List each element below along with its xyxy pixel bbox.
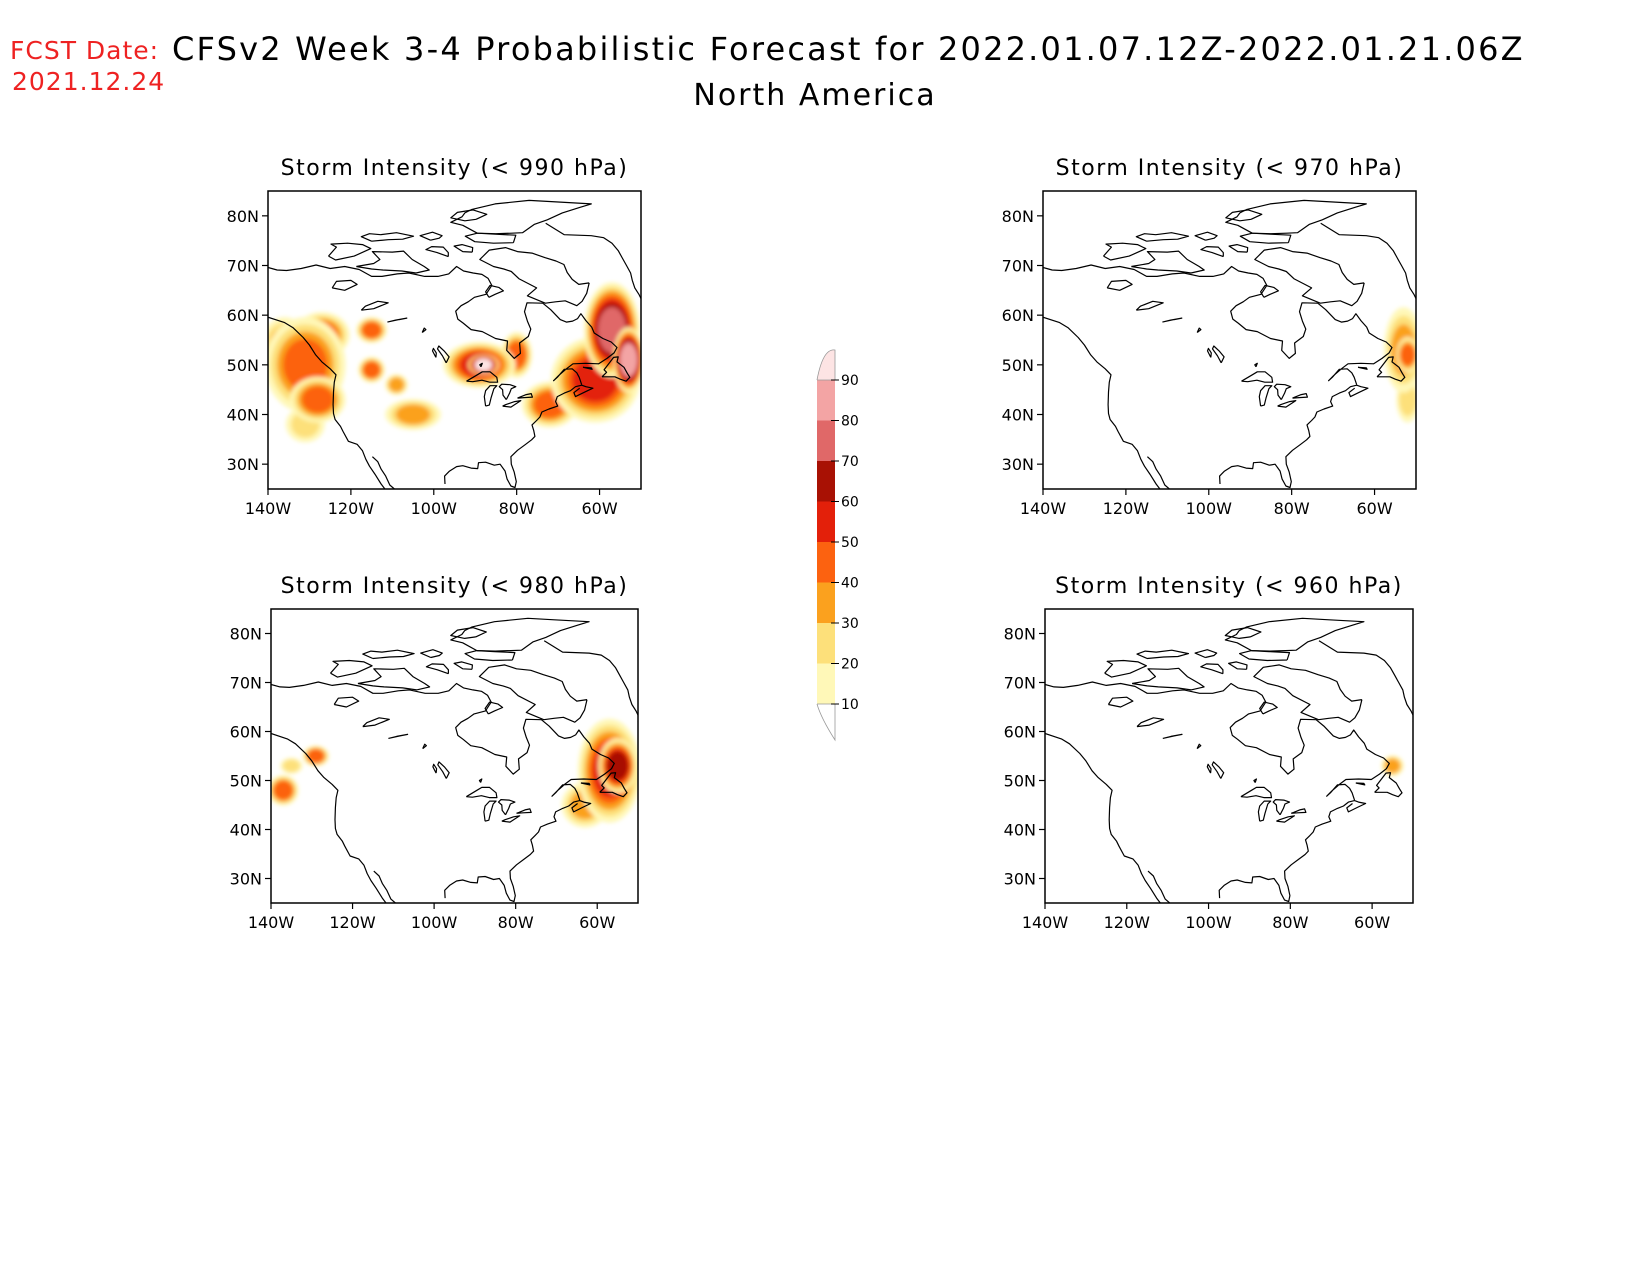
forecast-date-value: 2021.12.24 — [12, 67, 166, 96]
y-tick-label: 60N — [230, 723, 262, 742]
y-tick-label: 50N — [230, 772, 262, 791]
colorbar-label: 90 — [841, 373, 859, 389]
colorbar-label: 80 — [841, 414, 859, 430]
map-panel: Storm Intensity (< 970 hPa) 140W 120W 100W 8… — [1002, 156, 1417, 518]
colorbar-legend: 10 20 30 40 50 60 70 80 90 — [816, 349, 859, 742]
colorbar-segment — [817, 461, 835, 502]
x-tick-label: 140W — [1022, 913, 1069, 932]
y-tick-label: 60N — [227, 306, 259, 325]
page-title: CFSv2 Week 3-4 Probabilistic Forecast fo… — [172, 30, 1525, 68]
colorbar-label: 50 — [841, 535, 859, 551]
region-subtitle: North America — [693, 78, 937, 113]
probability-shade — [620, 344, 637, 376]
x-tick-label: 80W — [1274, 499, 1310, 518]
x-tick-label: 140W — [248, 913, 295, 932]
probability-shade — [362, 321, 381, 339]
y-tick-label: 80N — [1002, 207, 1034, 226]
probability-shade — [475, 358, 492, 371]
y-tick-label: 50N — [227, 356, 259, 375]
x-tick-label: 120W — [329, 913, 376, 932]
map-frame — [1044, 608, 1414, 904]
x-tick-label: 60W — [1354, 913, 1390, 932]
y-tick-label: 80N — [230, 625, 262, 644]
colorbar-segment — [816, 349, 836, 381]
coastline — [268, 199, 641, 489]
y-tick-label: 40N — [227, 406, 259, 425]
y-tick-label: 60N — [1002, 306, 1034, 325]
y-tick-label: 70N — [1004, 674, 1036, 693]
colorbar-label: 20 — [841, 657, 859, 673]
colorbar-segment — [817, 420, 835, 461]
x-tick-label: 80W — [1272, 913, 1308, 932]
probability-shade — [363, 361, 380, 378]
map-frame — [270, 608, 639, 904]
probability-shade — [282, 759, 300, 773]
probability-shade — [388, 377, 405, 392]
colorbar-label: 30 — [841, 616, 859, 632]
y-tick-label: 70N — [1002, 257, 1034, 276]
x-tick-label: 80W — [498, 913, 534, 932]
y-tick-label: 50N — [1004, 772, 1036, 791]
coastline — [271, 617, 638, 903]
colorbar-segment — [817, 663, 835, 704]
probability-shade — [273, 781, 293, 800]
x-tick-label: 60W — [579, 913, 615, 932]
y-tick-label: 80N — [1004, 625, 1036, 644]
coastline — [1045, 617, 1413, 903]
x-tick-label: 100W — [411, 913, 458, 932]
colorbar-label: 60 — [841, 495, 859, 511]
x-tick-label: 60W — [581, 499, 617, 518]
map-frame — [267, 190, 642, 490]
x-tick-label: 120W — [1104, 913, 1151, 932]
y-tick-label: 50N — [1002, 356, 1034, 375]
x-tick-label: 120W — [328, 499, 375, 518]
y-tick-label: 30N — [1002, 455, 1034, 474]
y-tick-label: 60N — [1004, 723, 1036, 742]
y-tick-label: 40N — [1004, 821, 1036, 840]
panel-title: Storm Intensity (< 970 hPa) — [1056, 156, 1404, 181]
x-tick-label: 60W — [1356, 499, 1392, 518]
probability-shade — [301, 386, 334, 413]
coastline — [1043, 199, 1416, 489]
panel-title: Storm Intensity (< 960 hPa) — [1055, 574, 1403, 599]
colorbar-label: 70 — [841, 454, 859, 470]
colorbar-label: 40 — [841, 576, 859, 592]
y-tick-label: 40N — [1002, 406, 1034, 425]
map-panel: Storm Intensity (< 980 hPa) 140W 120W 100W 8… — [230, 574, 639, 932]
panel-title: Storm Intensity (< 980 hPa) — [281, 574, 629, 599]
colorbar-cap — [816, 703, 836, 742]
colorbar-segment — [817, 380, 835, 421]
x-tick-label: 120W — [1103, 499, 1150, 518]
map-panel: Storm Intensity (< 960 hPa) 140W 120W 100W 8… — [1004, 574, 1414, 932]
colorbar-segment — [817, 582, 835, 623]
x-tick-label: 140W — [245, 499, 292, 518]
y-tick-label: 40N — [230, 821, 262, 840]
colorbar-segment — [817, 501, 835, 542]
map-panel: Storm Intensity (< 990 hPa) 140W 120W 100W 8… — [227, 156, 642, 518]
y-tick-label: 30N — [230, 870, 262, 889]
forecast-date-label: FCST Date: — [10, 36, 160, 65]
y-tick-label: 70N — [227, 257, 259, 276]
y-tick-label: 70N — [230, 674, 262, 693]
y-tick-label: 80N — [227, 207, 259, 226]
y-tick-label: 30N — [1004, 870, 1036, 889]
map-frame — [1042, 190, 1417, 490]
probability-shade — [307, 749, 325, 763]
colorbar-label: 10 — [841, 697, 859, 713]
panel-title: Storm Intensity (< 990 hPa) — [281, 156, 629, 181]
x-tick-label: 140W — [1020, 499, 1067, 518]
y-tick-label: 30N — [227, 455, 259, 474]
colorbar-segment — [817, 542, 835, 583]
probability-shade — [1400, 344, 1415, 366]
probability-shade — [395, 404, 431, 425]
x-tick-label: 100W — [411, 499, 458, 518]
x-tick-label: 100W — [1186, 499, 1233, 518]
colorbar-segment — [817, 623, 835, 664]
x-tick-label: 100W — [1185, 913, 1232, 932]
x-tick-label: 80W — [499, 499, 535, 518]
probability-shade — [607, 751, 629, 781]
